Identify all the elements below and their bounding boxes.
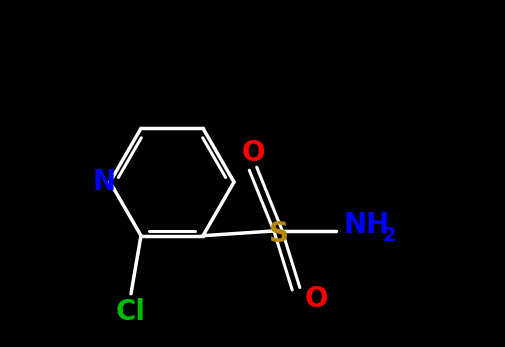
Text: Cl: Cl — [116, 298, 146, 326]
Text: O: O — [241, 139, 265, 167]
Text: 2: 2 — [382, 226, 395, 245]
Text: NH: NH — [344, 211, 390, 239]
Text: S: S — [269, 220, 289, 248]
Text: N: N — [92, 168, 116, 196]
Text: O: O — [304, 285, 328, 313]
